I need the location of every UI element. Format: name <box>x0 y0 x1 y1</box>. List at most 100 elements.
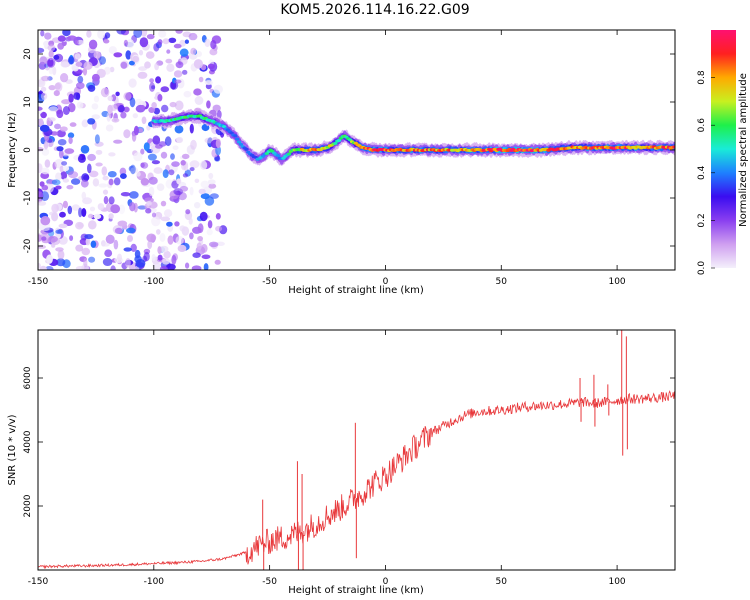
noise-blob <box>39 56 48 65</box>
noise-blob <box>83 258 88 268</box>
noise-blob <box>56 109 64 119</box>
noise-blob <box>133 125 139 136</box>
noise-blob <box>204 38 211 48</box>
noise-blob <box>133 152 143 162</box>
colorbar-tick-label: 0.2 <box>697 213 707 227</box>
noise-blob <box>56 258 66 267</box>
noise-blob <box>111 118 120 123</box>
noise-blob <box>100 87 110 98</box>
noise-blob <box>116 30 126 35</box>
noise-blob <box>123 39 128 47</box>
noise-blob <box>190 47 197 55</box>
noise-blob <box>180 160 186 166</box>
noise-blob <box>175 61 184 69</box>
noise-blob <box>193 59 203 69</box>
noise-blob <box>81 247 91 256</box>
snr-spikes <box>262 330 628 570</box>
noise-blob <box>38 201 47 206</box>
noise-blob <box>144 197 154 203</box>
noise-blob <box>115 91 120 97</box>
noise-blob <box>194 96 204 105</box>
noise-blob <box>161 104 169 113</box>
noise-blob <box>132 55 140 63</box>
noise-blob <box>104 249 113 257</box>
noise-blob <box>120 111 127 119</box>
noise-blob <box>77 154 86 163</box>
noise-blob <box>108 213 114 220</box>
noise-blob <box>59 211 66 218</box>
noise-blob <box>130 243 137 252</box>
noise-blob <box>196 242 202 250</box>
noise-blob <box>181 226 190 236</box>
noise-blob <box>57 42 64 50</box>
noise-blob <box>83 174 90 181</box>
noise-blob <box>40 30 45 37</box>
noise-blob <box>117 253 122 262</box>
noise-blob <box>113 177 121 186</box>
x-tick-label: -150 <box>28 277 49 287</box>
noise-blob <box>140 178 150 186</box>
noise-blob <box>213 84 223 94</box>
noise-blob <box>99 56 106 65</box>
noise-blob <box>215 225 223 232</box>
noise-blob <box>201 254 211 260</box>
noise-blob <box>62 200 68 209</box>
noise-blob <box>195 51 202 57</box>
noise-blob <box>148 186 155 197</box>
noise-blob <box>175 30 183 34</box>
noise-blob <box>159 245 169 253</box>
noise-blob <box>185 209 191 215</box>
noise-blob <box>174 221 180 227</box>
noise-blob <box>160 86 170 93</box>
noise-blob <box>163 250 171 259</box>
noise-blob <box>175 235 184 245</box>
noise-blob <box>56 232 61 239</box>
noise-blob <box>200 243 208 253</box>
noise-blob <box>145 208 152 214</box>
snr-x-axis: -150 -100 -50 0 50 100 <box>28 330 626 587</box>
noise-blob <box>120 61 128 69</box>
noise-blob <box>148 107 156 113</box>
noise-blob <box>67 205 73 215</box>
noise-blob <box>166 63 175 72</box>
noise-blob <box>183 90 192 98</box>
noise-blob <box>154 62 160 71</box>
noise-blob <box>53 90 60 97</box>
noise-blob <box>81 208 87 217</box>
noise-blob <box>75 266 86 270</box>
track-cell <box>672 145 675 149</box>
noise-blob <box>148 176 158 185</box>
noise-blob <box>208 183 217 189</box>
noise-blob <box>67 132 75 139</box>
noise-blob <box>157 254 163 261</box>
noise-blob <box>48 235 58 243</box>
snr-y-axis: 2000 4000 6000 <box>23 366 675 517</box>
noise-blob <box>69 235 74 242</box>
noise-blob <box>92 178 100 187</box>
noise-blob <box>194 202 201 209</box>
noise-blob <box>76 82 85 90</box>
noise-blob <box>59 126 68 132</box>
noise-blob <box>137 205 147 210</box>
noise-blob <box>216 110 222 119</box>
noise-blob <box>138 49 144 56</box>
noise-blob <box>206 228 213 236</box>
noise-blob <box>113 139 123 144</box>
noise-blob <box>109 66 115 73</box>
noise-blob <box>200 180 210 189</box>
noise-blob <box>189 232 194 240</box>
noise-blob <box>77 75 84 84</box>
noise-blob <box>71 65 79 72</box>
noise-blob <box>214 259 221 265</box>
noise-blob <box>184 39 189 44</box>
noise-blob <box>120 192 131 197</box>
noise-blob <box>179 185 189 192</box>
track-cell <box>233 134 238 138</box>
noise-blob <box>87 84 96 92</box>
noise-blob <box>129 202 136 212</box>
noise-blob <box>117 220 128 227</box>
noise-blob <box>200 160 208 170</box>
noise-blob <box>162 258 170 265</box>
noise-blob <box>83 61 93 70</box>
noise-blob <box>164 136 172 147</box>
